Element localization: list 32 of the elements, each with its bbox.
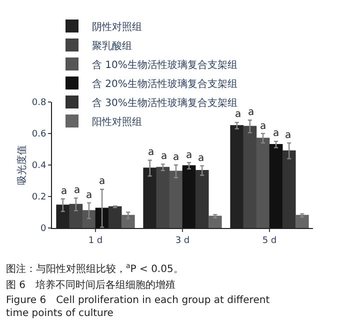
text: 图注：与阳性对照组比较，$^{a}$P < 0.05。 <box>6 262 184 276</box>
y-tick-label: 0.6 <box>32 130 46 140</box>
data-label: a <box>198 153 204 164</box>
legend-label: 含 10%生物活性玻璃复合支架组 <box>92 58 238 71</box>
data-label: a <box>173 152 180 163</box>
legend-label: 阴性对照组 <box>92 20 142 33</box>
data-label: a <box>273 128 280 139</box>
data-label: a <box>248 107 254 118</box>
y-tick-label: 0.2 <box>32 192 46 203</box>
caption: Figure 6 Cell proliferation in each group at different time points of culture <box>6 295 270 319</box>
data-label: a <box>74 185 80 196</box>
caption: 图 6 培养不同时间后各组细胞的增殖 <box>6 279 176 291</box>
y-axis-title: 吸光度值 <box>16 145 28 185</box>
x-tick-label: 1 d <box>88 236 103 246</box>
legend-label: 含 20%生物活性玻璃复合支架组 <box>92 78 238 90</box>
data-label: a <box>260 121 266 132</box>
y-tick-label: 0 <box>40 224 46 234</box>
data-label: a <box>235 109 242 120</box>
data-label: a <box>161 151 168 162</box>
data-label: a <box>99 176 106 187</box>
data-label: a <box>86 190 92 201</box>
data-label: a <box>61 186 68 197</box>
x-tick-label: 3 d <box>175 236 190 246</box>
data-label: a <box>148 147 154 158</box>
legend-label: 聚乳酸组 <box>92 40 132 52</box>
data-label: a <box>285 130 292 141</box>
y-tick-label: 0.8 <box>32 98 46 108</box>
legend-label: 阳性对照组 <box>92 116 142 128</box>
y-tick-label: 0.4 <box>32 161 46 172</box>
data-label: a <box>186 150 192 161</box>
x-tick-label: 5 d <box>262 236 277 246</box>
legend-label: 含 30%生物活性玻璃复合支架组 <box>92 96 238 109</box>
